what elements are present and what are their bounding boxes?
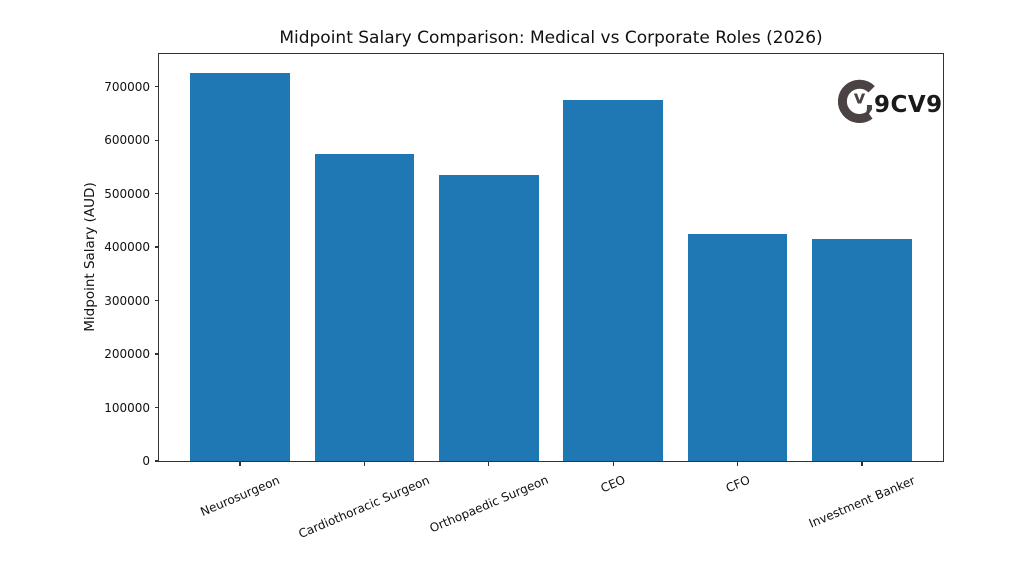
y-tick-label: 500000	[104, 186, 150, 201]
y-tick-mark	[154, 406, 159, 409]
x-tick-mark	[363, 461, 365, 466]
x-tick-mark	[488, 461, 490, 466]
x-tick-mark	[612, 461, 614, 466]
watermark-logo: v , 9CV9	[837, 79, 943, 124]
y-tick-mark	[154, 460, 159, 462]
y-tick-mark	[154, 299, 159, 302]
x-tick-label: Cardiothoracic Surgeon	[296, 473, 432, 541]
x-tick-label: CEO	[598, 472, 628, 496]
plot-area: 0 100000 200000 300000 400000 500000 600000 700…	[104, 53, 944, 541]
y-tick-label: 300000	[104, 293, 150, 308]
bar	[812, 239, 912, 461]
svg-text:v: v	[854, 87, 866, 108]
y-tick-label: 100000	[104, 400, 150, 415]
x-tick-label: Neurosurgeon	[198, 473, 282, 520]
y-axis-label: Midpoint Salary (AUD)	[82, 182, 98, 332]
x-tick-mark	[737, 461, 739, 466]
y-tick-label: 700000	[104, 79, 150, 94]
x-tick-mark	[861, 461, 863, 466]
bar	[190, 73, 290, 461]
9cv9-circle-v-logo-icon: v ,	[837, 79, 875, 123]
x-tick-mark	[239, 461, 241, 466]
svg-text:,: ,	[864, 84, 875, 118]
y-tick-label: 400000	[104, 240, 150, 255]
y-tick-mark	[154, 246, 159, 248]
y-tick-mark	[154, 353, 159, 355]
y-tick-mark	[154, 139, 159, 141]
y-tick-mark	[154, 86, 159, 88]
y-tick-label: 600000	[104, 133, 150, 148]
y-tick-label: 200000	[104, 347, 150, 362]
bar	[687, 233, 788, 461]
bar	[563, 100, 663, 461]
x-tick-label: CFO	[723, 473, 752, 496]
y-tick-mark	[154, 193, 159, 195]
watermark-text: 9CV9	[874, 92, 943, 118]
bar	[314, 153, 415, 461]
x-tick-label: Investment Banker	[806, 473, 918, 531]
x-tick-label: Orthopaedic Surgeon	[427, 473, 551, 536]
y-tick-label: 0	[142, 454, 150, 468]
chart-title: Midpoint Salary Comparison: Medical vs C…	[279, 28, 823, 48]
bar	[439, 174, 539, 461]
